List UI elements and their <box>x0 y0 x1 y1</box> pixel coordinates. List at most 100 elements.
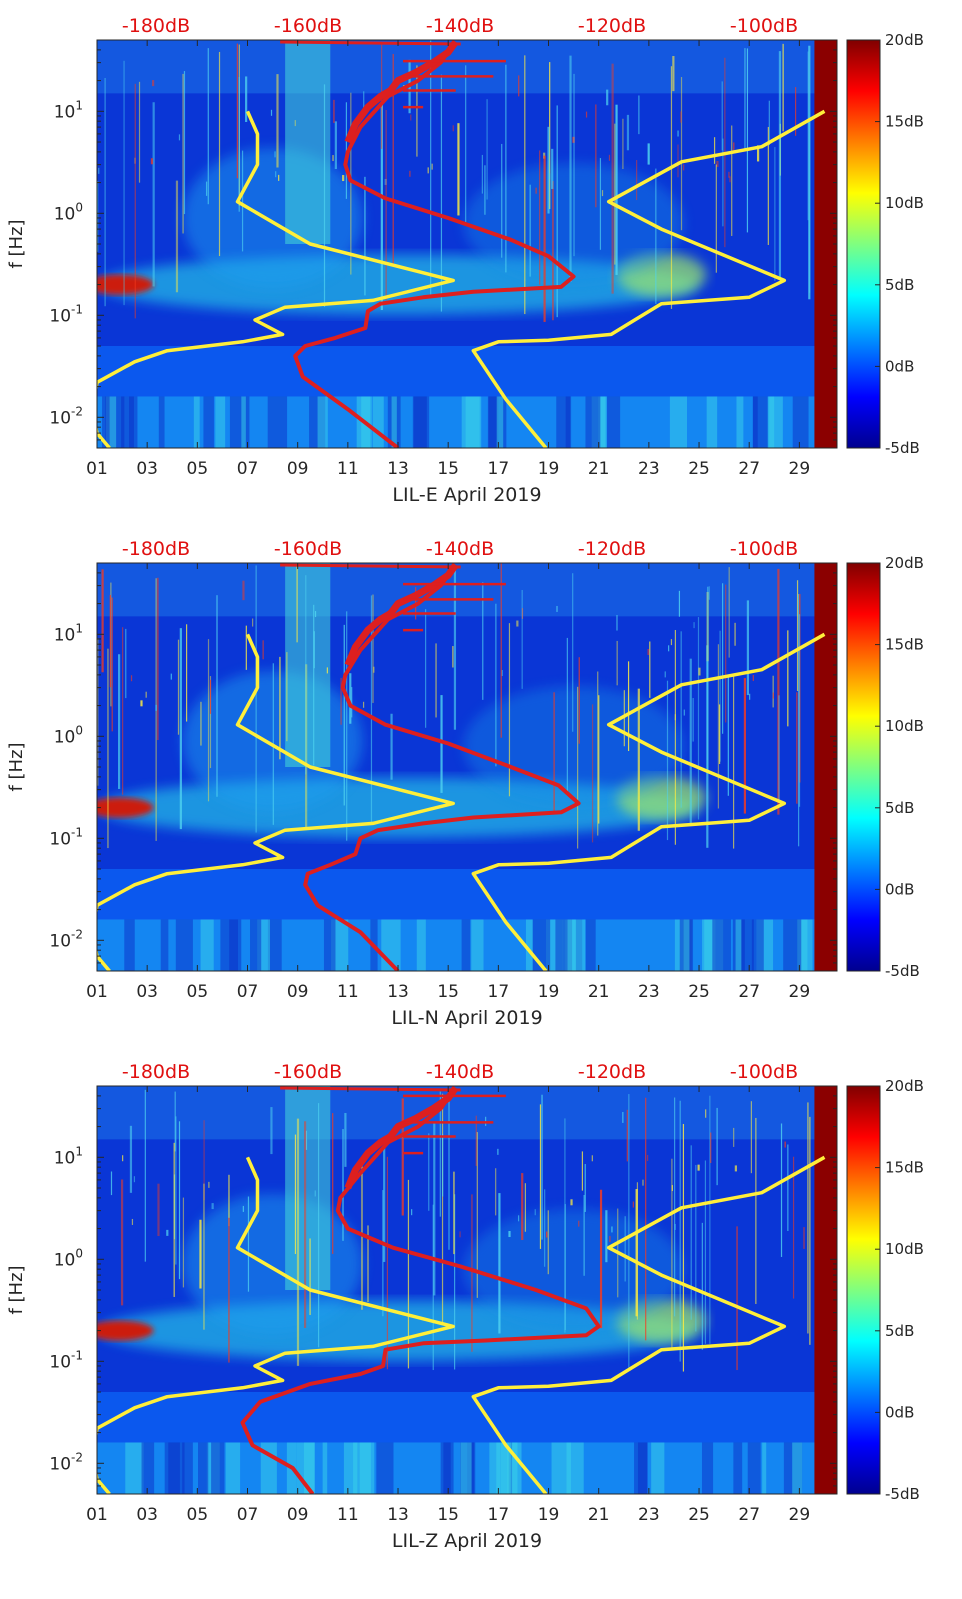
colorbar-tick-label: 10dB <box>885 194 924 212</box>
y-tick-label: 100 <box>54 723 83 747</box>
noise-streak <box>647 143 650 165</box>
right-edge-column <box>814 1086 837 1494</box>
noise-streak <box>441 1133 444 1197</box>
right-edge-column <box>814 40 837 448</box>
noise-streak <box>787 1144 789 1231</box>
x-tick-label: 23 <box>638 1505 660 1525</box>
noise-streak <box>794 87 797 136</box>
x-tick-label: 17 <box>488 982 510 1002</box>
low-freq-block <box>634 1442 648 1494</box>
noise-streak <box>178 134 181 141</box>
x-tick-label: 07 <box>237 459 259 479</box>
noise-streak <box>508 1231 511 1238</box>
noise-streak <box>228 1217 230 1363</box>
noise-streak <box>578 657 580 744</box>
noise-streak <box>591 1155 593 1162</box>
noise-streak <box>183 71 186 215</box>
low-freq-block <box>489 1442 500 1494</box>
secondary-band <box>182 670 363 811</box>
noise-streak <box>130 675 133 682</box>
noise-streak <box>457 123 460 216</box>
low-freq-block <box>323 919 336 971</box>
colorbar-tick-label: -5dB <box>885 1485 920 1503</box>
noise-streak <box>186 624 188 722</box>
x-tick-label: 11 <box>337 1505 359 1525</box>
noise-streak <box>170 673 172 680</box>
noise-streak <box>595 104 597 208</box>
low-freq-block <box>751 919 764 971</box>
noise-streak <box>203 1183 205 1330</box>
colorbar-tick-label: 5dB <box>885 799 914 817</box>
noise-streak <box>807 1102 809 1334</box>
x-tick-label: 15 <box>437 459 459 479</box>
x-tick-label: 01 <box>86 982 108 1002</box>
low-freq-block <box>203 396 214 448</box>
noise-streak <box>677 144 679 178</box>
panel-1-series-low-noise-model <box>97 110 455 448</box>
panel-3-series-high-noise-model <box>471 1155 826 1494</box>
colorbar-tick-label: -5dB <box>885 962 920 980</box>
x-tick-label: 01 <box>86 459 108 479</box>
noise-streak <box>501 670 503 677</box>
noise-streak <box>173 1142 175 1297</box>
noise-streak <box>645 1097 647 1341</box>
noise-streak <box>495 603 497 767</box>
low-freq-block <box>701 1442 714 1494</box>
noise-streak <box>671 1185 673 1192</box>
noise-streak <box>697 1164 700 1171</box>
low-freq-block <box>443 1442 454 1494</box>
low-freq-block <box>461 919 471 971</box>
noise-streak <box>524 55 526 315</box>
noise-streak <box>459 1231 461 1238</box>
panel-2-series-high-noise-model <box>471 632 826 971</box>
noise-streak <box>756 145 760 162</box>
noise-streak <box>535 187 537 194</box>
noise-streak <box>242 580 245 601</box>
noise-streak <box>453 1194 456 1370</box>
low-freq-block <box>220 919 238 971</box>
noise-streak <box>453 570 457 730</box>
low-freq-block <box>322 1442 328 1494</box>
low-freq-block <box>413 396 427 448</box>
noise-streak <box>323 84 326 307</box>
x-tick-label: 27 <box>738 982 760 1002</box>
noise-streak <box>710 1132 712 1163</box>
y-tick-label: 10-1 <box>49 1348 83 1372</box>
low-freq-block <box>792 396 809 448</box>
x-tick-label: 17 <box>488 1505 510 1525</box>
noise-streak <box>498 1193 501 1334</box>
noise-streak <box>179 628 182 830</box>
noise-streak <box>666 680 669 841</box>
noise-streak <box>683 709 685 716</box>
db-tick-label: -180dB <box>122 15 190 37</box>
x-tick-label: 27 <box>738 1505 760 1525</box>
low-freq-block <box>752 396 768 448</box>
noise-streak <box>744 48 746 150</box>
noise-streak <box>505 64 507 273</box>
noise-streak <box>635 1189 638 1317</box>
noise-streak <box>314 611 317 618</box>
low-freq-block <box>783 919 802 971</box>
noise-streak <box>129 1125 133 1193</box>
noise-streak <box>674 629 676 845</box>
noise-streak <box>344 1112 347 1167</box>
noise-streak <box>746 48 749 233</box>
panel-1-colorbar <box>846 39 881 449</box>
noise-streak <box>101 569 104 673</box>
noise-streak <box>373 666 375 673</box>
noise-streak <box>626 114 630 151</box>
noise-streak <box>787 630 789 727</box>
noise-streak <box>382 1190 384 1317</box>
noise-streak <box>605 1210 608 1263</box>
low-freq-block <box>607 396 621 448</box>
psd-upper-trace <box>344 1086 459 1190</box>
noise-streak <box>569 55 572 282</box>
x-tick-label: 03 <box>136 1505 158 1525</box>
noise-streak <box>241 150 244 252</box>
low-freq-block <box>200 919 214 971</box>
noise-streak <box>342 175 345 182</box>
noise-streak <box>245 625 247 670</box>
low-freq-block <box>416 919 426 971</box>
low-freq-block <box>317 396 328 448</box>
noise-streak <box>606 89 609 106</box>
